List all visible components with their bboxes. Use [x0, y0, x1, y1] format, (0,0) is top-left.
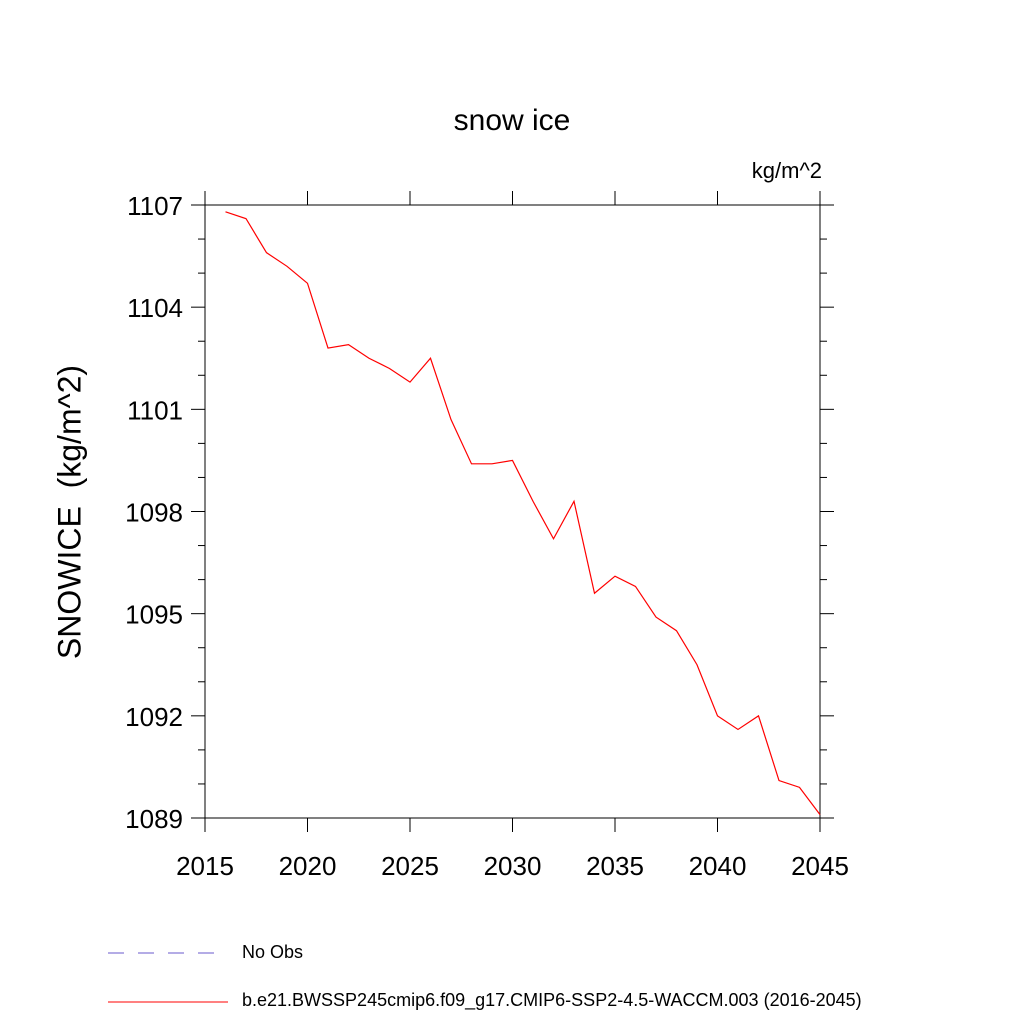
y-tick-label: 1098: [125, 498, 183, 528]
x-tick-label: 2025: [381, 851, 439, 881]
axes: 2015 2020 2025 2030 2035 2040 2045 1089 1092 1095…: [125, 191, 849, 881]
legend-label-no-obs: No Obs: [242, 942, 304, 962]
x-tick-label: 2045: [791, 851, 849, 881]
x-tick-label: 2035: [586, 851, 644, 881]
y-axis-label: SNOWICE (kg/m^2): [51, 364, 88, 660]
x-tick-label: 2020: [279, 851, 337, 881]
series-line-0: [225, 211, 821, 815]
x-tick-label: 2030: [484, 851, 542, 881]
y-tick-label: 1089: [125, 804, 183, 834]
x-tick-label: 2015: [176, 851, 234, 881]
y-tick-label: 1095: [125, 600, 183, 630]
plot-frame: [204, 204, 821, 819]
y-tick-label: 1107: [127, 191, 183, 221]
x-tick-label: 2040: [689, 851, 747, 881]
y-tick-label: 1092: [125, 702, 183, 732]
chart-title: snow ice: [453, 104, 571, 137]
y-tick-label: 1104: [127, 293, 183, 323]
series-layer: [225, 211, 821, 815]
legend-label-series: b.e21.BWSSP245cmip6.f09_g17.CMIP6-SSP2-4…: [242, 990, 862, 1010]
y-tick-label: 1101: [127, 395, 183, 425]
units-label: kg/m^2: [751, 158, 822, 183]
legend: [108, 952, 228, 1003]
